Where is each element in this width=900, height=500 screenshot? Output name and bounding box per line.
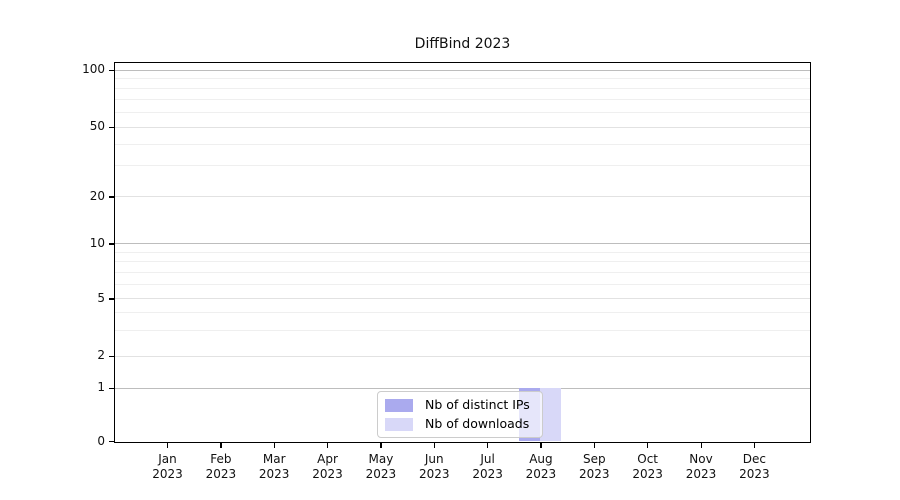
legend-swatch-distinct-ips — [385, 398, 413, 412]
y-gridline-10 — [115, 243, 810, 245]
x-tick-label-oct: Oct 2023 — [616, 452, 680, 482]
x-tick-jul — [487, 443, 489, 448]
y-minor-gridline — [115, 284, 810, 286]
x-tick-label-year: 2023 — [312, 467, 343, 481]
y-tick-label-10: 10 — [89, 235, 105, 250]
x-tick-label-month: Aug — [529, 452, 553, 466]
x-tick-sep — [593, 443, 596, 448]
x-tick-label-aug: Aug 2023 — [509, 452, 573, 482]
x-tick-jan — [167, 443, 169, 448]
y-tick-5 — [109, 298, 114, 300]
x-tick-label-month: Feb — [210, 452, 232, 466]
y-minor-gridline — [115, 87, 810, 89]
x-tick-label-month: Dec — [742, 452, 766, 466]
x-tick-feb — [220, 443, 222, 448]
x-tick-label-year: 2023 — [258, 467, 290, 481]
x-tick-oct — [647, 443, 649, 448]
x-tick-aug — [540, 443, 542, 448]
x-tick-dec — [753, 443, 756, 448]
y-minor-gridline — [115, 98, 810, 100]
x-tick-label-year: 2023 — [685, 467, 717, 481]
x-tick-jun — [433, 443, 436, 448]
y-tick-label-5: 5 — [97, 290, 105, 305]
x-tick-label-month: May — [368, 452, 394, 466]
y-minor-gridline — [115, 261, 810, 263]
x-tick-label-month: Oct — [637, 452, 659, 466]
x-tick-label-sep: Sep 2023 — [562, 452, 626, 482]
chart-title: DiffBind 2023 — [414, 36, 511, 52]
x-tick-label-month: Sep — [582, 452, 606, 466]
legend-row-distinct-ips: Nb of distinct IPs — [385, 397, 535, 413]
y-minor-gridline — [115, 165, 810, 167]
x-tick-label-apr: Apr 2023 — [296, 452, 360, 482]
y-minor-gridline — [115, 330, 810, 332]
y-tick-label-0: 0 — [97, 433, 105, 448]
x-tick-label-jun: Jun 2023 — [402, 452, 466, 482]
bar-downloads-aug — [540, 387, 562, 441]
x-tick-apr — [327, 443, 329, 448]
y-tick-50 — [109, 126, 114, 128]
y-tick-2 — [109, 355, 114, 357]
y-tick-label-2: 2 — [97, 348, 105, 363]
y-gridline-5 — [115, 298, 810, 300]
x-tick-label-year: 2023 — [418, 467, 450, 481]
legend-label-distinct-ips: Nb of distinct IPs — [425, 397, 530, 412]
y-minor-gridline — [115, 78, 810, 80]
x-tick-label-jul: Jul 2023 — [456, 452, 520, 482]
y-tick-label-50: 50 — [89, 119, 105, 133]
x-tick-may — [380, 443, 382, 448]
x-tick-nov — [700, 443, 702, 448]
x-tick-label-year: 2023 — [525, 467, 557, 481]
x-tick-label-may: May 2023 — [349, 452, 413, 482]
y-tick-label-100: 100 — [82, 62, 105, 77]
y-gridline-1 — [115, 387, 810, 389]
x-tick-label-month: Nov — [689, 452, 713, 466]
y-gridline-50 — [115, 126, 810, 128]
y-tick-10 — [109, 243, 114, 245]
legend-label-downloads: Nb of downloads — [425, 416, 530, 431]
y-tick-label-1: 1 — [97, 380, 105, 395]
x-tick-label-jan: Jan 2023 — [136, 452, 200, 482]
y-minor-gridline — [115, 143, 810, 145]
legend: Nb of distinct IPs Nb of downloads — [377, 391, 543, 438]
legend-row-downloads: Nb of downloads — [385, 416, 535, 432]
x-tick-label-year: 2023 — [472, 467, 503, 481]
x-tick-label-dec: Dec 2023 — [722, 452, 786, 482]
x-tick-label-mar: Mar 2023 — [242, 452, 306, 482]
x-tick-label-month: Jun — [424, 452, 444, 466]
x-tick-label-feb: Feb 2023 — [189, 452, 253, 482]
x-tick-mar — [273, 443, 275, 448]
plot-area — [114, 62, 811, 443]
x-tick-label-month: Jan — [158, 452, 177, 466]
y-minor-gridline — [115, 312, 810, 314]
y-tick-1 — [109, 387, 114, 389]
y-minor-gridline — [115, 111, 810, 113]
x-tick-label-year: 2023 — [579, 467, 610, 481]
x-tick-label-month: Jul — [480, 452, 495, 466]
x-tick-label-year: 2023 — [365, 467, 397, 481]
y-tick-100 — [109, 69, 114, 72]
y-minor-gridline — [115, 271, 810, 273]
y-tick-0 — [109, 441, 114, 443]
x-tick-label-month: Apr — [317, 452, 338, 466]
y-minor-gridline — [115, 251, 810, 253]
y-tick-20 — [109, 196, 114, 198]
x-tick-label-year: 2023 — [739, 467, 770, 481]
y-gridline-20 — [115, 196, 810, 198]
x-tick-label-year: 2023 — [205, 467, 237, 481]
y-tick-label-20: 20 — [89, 188, 105, 203]
x-tick-label-year: 2023 — [152, 467, 183, 481]
legend-swatch-downloads — [385, 417, 413, 431]
x-tick-label-year: 2023 — [632, 467, 663, 481]
x-tick-label-month: Mar — [262, 452, 286, 466]
y-gridline-2 — [115, 355, 810, 357]
y-gridline-100 — [115, 69, 810, 71]
x-tick-label-nov: Nov 2023 — [669, 452, 733, 482]
